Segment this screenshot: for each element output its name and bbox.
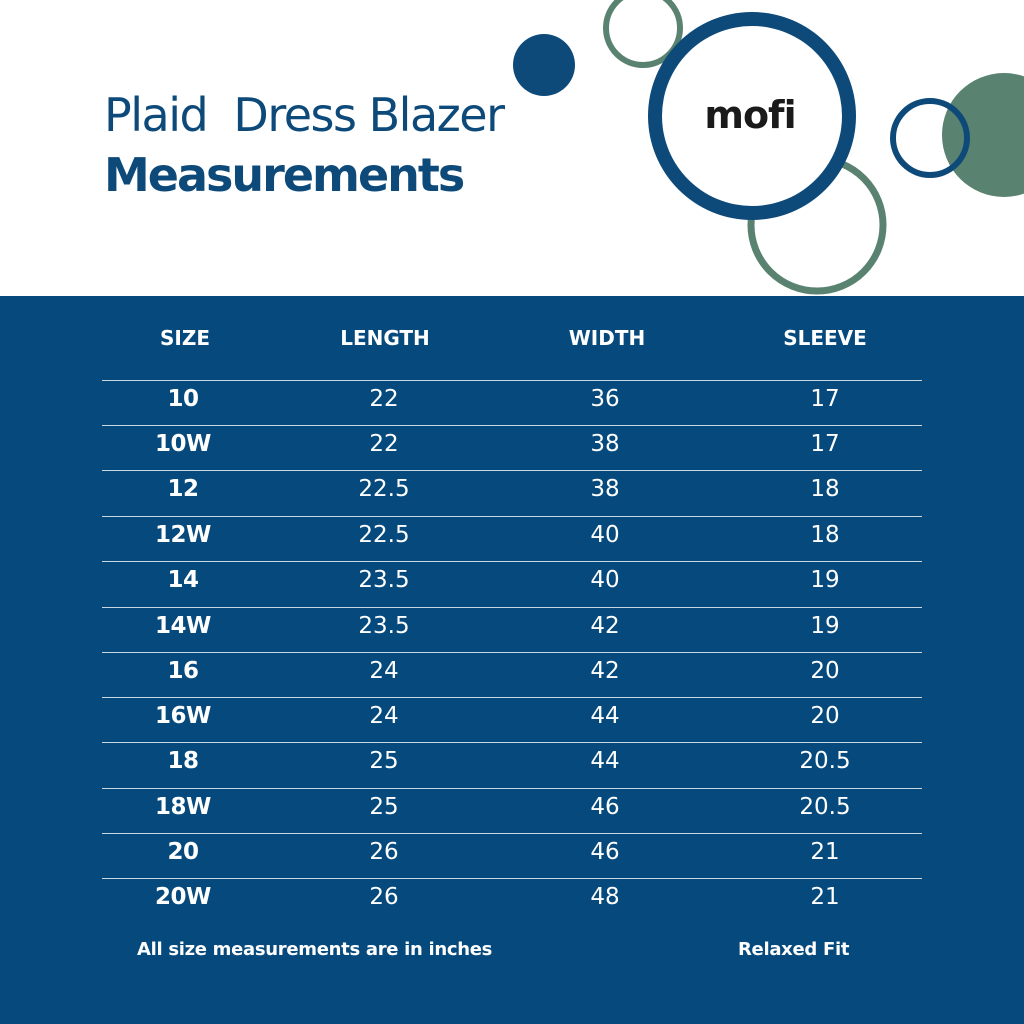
- column-header-length: LENGTH: [340, 326, 430, 350]
- length-cell: 25: [369, 748, 399, 774]
- row-divider: [102, 878, 922, 879]
- table-row: 18W 25 46 20.5: [0, 788, 1024, 833]
- width-cell: 46: [590, 794, 620, 820]
- navy-dot: [513, 34, 575, 96]
- row-divider: [102, 516, 922, 517]
- width-cell: 38: [590, 431, 620, 457]
- width-cell: 44: [590, 703, 620, 729]
- row-divider: [102, 561, 922, 562]
- size-cell: 12: [167, 476, 199, 502]
- size-cell: 18: [167, 748, 199, 774]
- table-row: 20W 26 48 21: [0, 878, 1024, 923]
- table-row: 14W 23.5 42 19: [0, 607, 1024, 652]
- sleeve-cell: 19: [810, 613, 840, 639]
- table-row: 12 22.5 38 18: [0, 470, 1024, 515]
- width-cell: 44: [590, 748, 620, 774]
- table-row: 10 22 36 17: [0, 380, 1024, 425]
- width-cell: 40: [590, 567, 620, 593]
- sleeve-cell: 21: [810, 884, 840, 910]
- sleeve-cell: 18: [810, 522, 840, 548]
- row-divider: [102, 742, 922, 743]
- length-cell: 22: [369, 431, 399, 457]
- column-header-sleeve: SLEEVE: [783, 326, 867, 350]
- column-header-size: SIZE: [159, 326, 210, 350]
- table-row: 16 24 42 20: [0, 652, 1024, 697]
- length-cell: 25: [369, 794, 399, 820]
- table-row: 20 26 46 21: [0, 833, 1024, 878]
- size-cell: 18W: [155, 794, 211, 820]
- row-divider: [102, 470, 922, 471]
- green-disc: [942, 73, 1024, 197]
- row-divider: [102, 652, 922, 653]
- row-divider: [102, 788, 922, 789]
- table-row: 14 23.5 40 19: [0, 561, 1024, 606]
- navy-ring: [890, 98, 970, 178]
- table-row: 16W 24 44 20: [0, 697, 1024, 742]
- sleeve-cell: 17: [810, 386, 840, 412]
- length-cell: 24: [369, 703, 399, 729]
- size-cell: 16W: [155, 703, 211, 729]
- decorative-circles: [513, 0, 1024, 295]
- sleeve-cell: 20.5: [799, 794, 851, 820]
- sleeve-cell: 17: [810, 431, 840, 457]
- width-cell: 48: [590, 884, 620, 910]
- size-cell: 12W: [155, 522, 211, 548]
- row-divider: [102, 425, 922, 426]
- size-cell: 14W: [155, 613, 211, 639]
- sleeve-cell: 20: [810, 658, 840, 684]
- sleeve-cell: 20.5: [799, 748, 851, 774]
- width-cell: 40: [590, 522, 620, 548]
- fit-note: Relaxed Fit: [738, 939, 850, 960]
- page-title: Plaid Dress Blazer: [104, 88, 505, 142]
- header: Plaid Dress Blazer Measurements mofi: [0, 0, 1024, 296]
- sleeve-cell: 21: [810, 839, 840, 865]
- sleeve-cell: 20: [810, 703, 840, 729]
- width-cell: 38: [590, 476, 620, 502]
- page-subtitle: Measurements: [104, 148, 465, 202]
- length-cell: 23.5: [358, 613, 410, 639]
- sleeve-cell: 18: [810, 476, 840, 502]
- row-divider: [102, 833, 922, 834]
- size-cell: 20W: [155, 884, 211, 910]
- size-cell: 10: [167, 386, 199, 412]
- brand-logo: mofi: [704, 93, 796, 137]
- size-cell: 16: [167, 658, 199, 684]
- width-cell: 36: [590, 386, 620, 412]
- length-cell: 22: [369, 386, 399, 412]
- row-divider: [102, 380, 922, 381]
- width-cell: 46: [590, 839, 620, 865]
- size-cell: 10W: [155, 431, 211, 457]
- row-divider: [102, 607, 922, 608]
- small-green-ring: [603, 0, 683, 68]
- sleeve-cell: 19: [810, 567, 840, 593]
- length-cell: 22.5: [358, 522, 410, 548]
- size-cell: 20: [167, 839, 199, 865]
- size-chart-panel: SIZE LENGTH WIDTH SLEEVE 10 22 36 17 10W…: [0, 296, 1024, 1024]
- size-cell: 14: [167, 567, 199, 593]
- row-divider: [102, 697, 922, 698]
- length-cell: 26: [369, 884, 399, 910]
- units-note: All size measurements are in inches: [137, 939, 493, 960]
- length-cell: 26: [369, 839, 399, 865]
- width-cell: 42: [590, 658, 620, 684]
- table-row: 12W 22.5 40 18: [0, 516, 1024, 561]
- logo-badge-inner: [662, 26, 842, 206]
- table-row: 18 25 44 20.5: [0, 742, 1024, 787]
- length-cell: 23.5: [358, 567, 410, 593]
- table-row: 10W 22 38 17: [0, 425, 1024, 470]
- length-cell: 24: [369, 658, 399, 684]
- length-cell: 22.5: [358, 476, 410, 502]
- column-header-width: WIDTH: [568, 326, 646, 350]
- width-cell: 42: [590, 613, 620, 639]
